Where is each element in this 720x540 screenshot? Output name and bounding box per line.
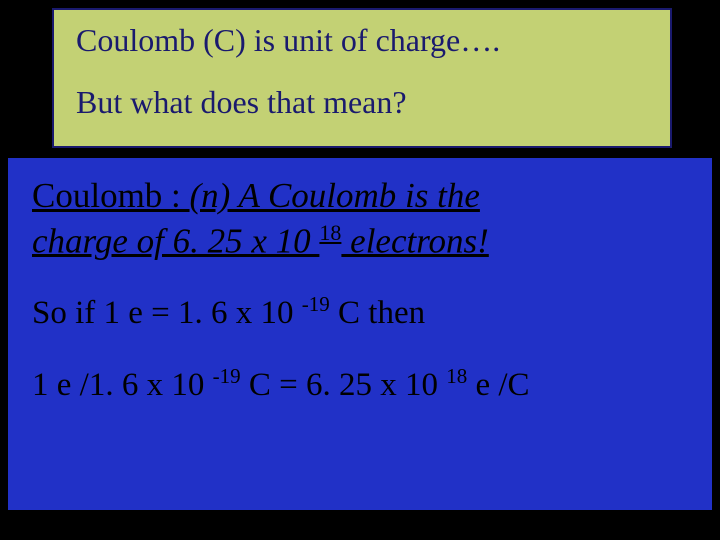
definition-box: Coulomb : (n) A Coulomb is the charge of… bbox=[8, 158, 712, 510]
intro-line-2: But what does that mean? bbox=[76, 82, 648, 124]
equation-1: So if 1 e = 1. 6 x 10 -19 C then bbox=[32, 290, 688, 336]
intro-box: Coulomb (C) is unit of charge…. But what… bbox=[52, 8, 672, 148]
eq2-left-a: 1 e /1. 6 x 10 bbox=[32, 367, 213, 403]
definition-line-1: Coulomb : (n) A Coulomb is the bbox=[32, 174, 688, 219]
eq2-right-exp: 18 bbox=[446, 364, 467, 388]
eq1-pre: So if 1 e = 1. 6 x 10 bbox=[32, 295, 302, 331]
eq2-right-b: e /C bbox=[467, 367, 529, 403]
definition-line-2: charge of 6. 25 x 10 18 electrons! bbox=[32, 219, 688, 264]
eq1-exp: -19 bbox=[302, 292, 330, 316]
equation-2: 1 e /1. 6 x 10 -19 C = 6. 25 x 10 18 e /… bbox=[32, 362, 688, 408]
definition-body-2a: charge of 6. 25 x 10 bbox=[32, 221, 319, 260]
eq1-post: C then bbox=[330, 295, 425, 331]
eq2-left-exp: -19 bbox=[213, 364, 241, 388]
intro-line-1: Coulomb (C) is unit of charge…. bbox=[76, 20, 648, 62]
eq2-left-b: C = 6. 25 x 10 bbox=[241, 367, 447, 403]
definition-term: Coulomb : bbox=[32, 176, 190, 215]
definition-exponent: 18 bbox=[319, 220, 341, 245]
definition-body-1: (n) A Coulomb is the bbox=[190, 176, 480, 215]
definition-body-2b: electrons! bbox=[341, 221, 488, 260]
